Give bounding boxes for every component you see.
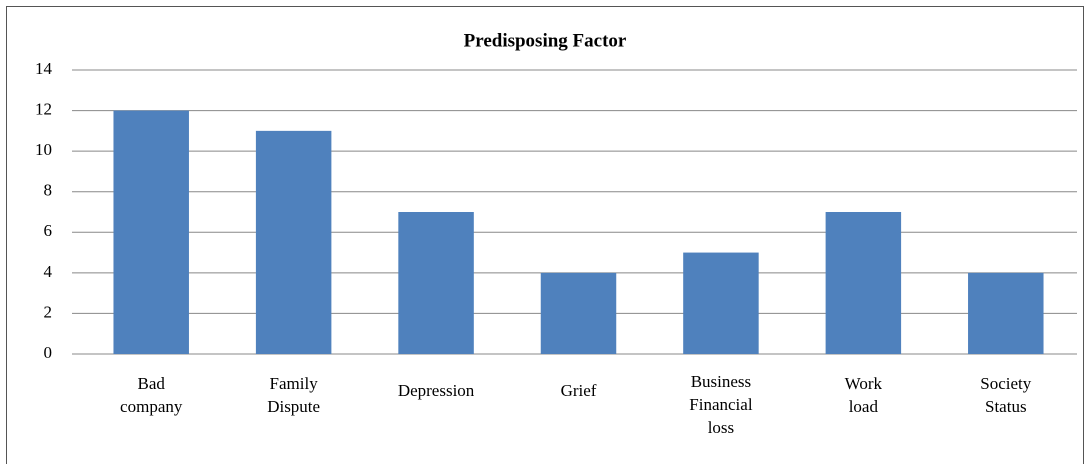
x-tick-label: Family Dispute bbox=[267, 374, 320, 416]
y-tick-label: 14 bbox=[35, 59, 53, 78]
y-tick-label: 12 bbox=[35, 99, 52, 118]
y-tick-label: 6 bbox=[44, 221, 53, 240]
y-tick-label: 0 bbox=[44, 343, 53, 362]
bar bbox=[540, 272, 617, 354]
x-tick-label: Depression bbox=[398, 381, 475, 400]
bar bbox=[398, 212, 474, 354]
bar bbox=[255, 130, 332, 354]
bar bbox=[825, 212, 902, 354]
x-tick-label: Work load bbox=[845, 374, 883, 416]
x-tick-label: Bad company bbox=[120, 374, 183, 416]
bar bbox=[683, 252, 759, 354]
bar bbox=[113, 110, 189, 354]
y-tick-label: 2 bbox=[44, 302, 53, 321]
y-tick-label: 8 bbox=[44, 181, 53, 200]
y-tick-label: 10 bbox=[35, 140, 52, 159]
bar bbox=[968, 272, 1044, 354]
x-tick-label: Business Financial loss bbox=[689, 372, 753, 437]
y-tick-label: 4 bbox=[44, 262, 53, 281]
chart-title: Predisposing Factor bbox=[464, 30, 627, 51]
x-tick-label: Grief bbox=[561, 381, 597, 400]
x-tick-label: Society Status bbox=[980, 374, 1031, 416]
